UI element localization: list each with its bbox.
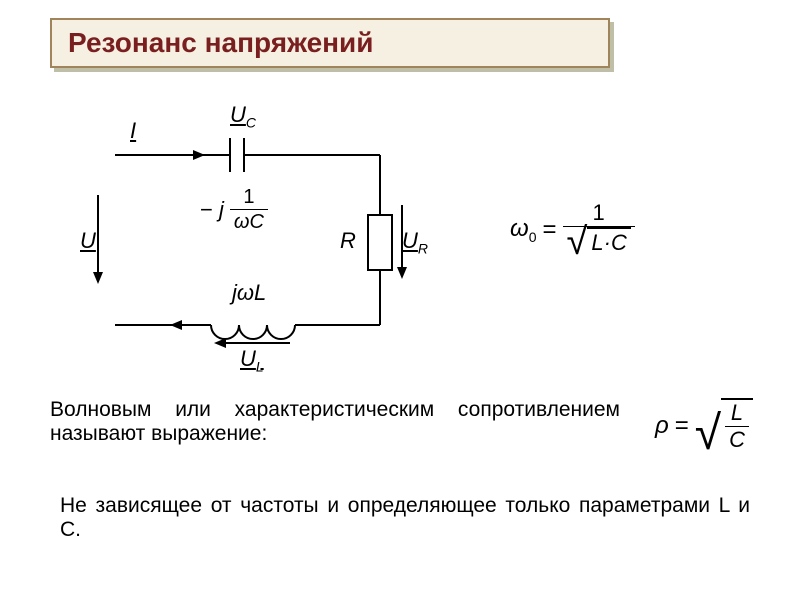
paragraph-wave-impedance: Волновым или характеристическим сопротив… <box>50 398 620 446</box>
label-R: R <box>340 228 356 254</box>
label-UR: UR <box>402 228 428 256</box>
equation-omega0: ω0 = 1 √ L·C <box>510 200 635 261</box>
equation-rho: ρ = √ L C <box>655 398 753 454</box>
label-UC: UC <box>230 102 256 130</box>
label-UL: UL <box>240 346 264 374</box>
label-I: I <box>130 118 136 144</box>
page-title: Резонанс напряжений <box>68 27 373 59</box>
impedance-L: jωL <box>232 280 266 306</box>
circuit-diagram: I UC U R UR UL − j 1 ωC jωL <box>80 100 420 350</box>
impedance-C: − j 1 ωC <box>200 185 268 234</box>
label-U: U <box>80 228 96 254</box>
title-box: Резонанс напряжений <box>50 18 610 68</box>
paragraph-independent: Не зависящее от частоты и определяющее т… <box>60 494 750 542</box>
